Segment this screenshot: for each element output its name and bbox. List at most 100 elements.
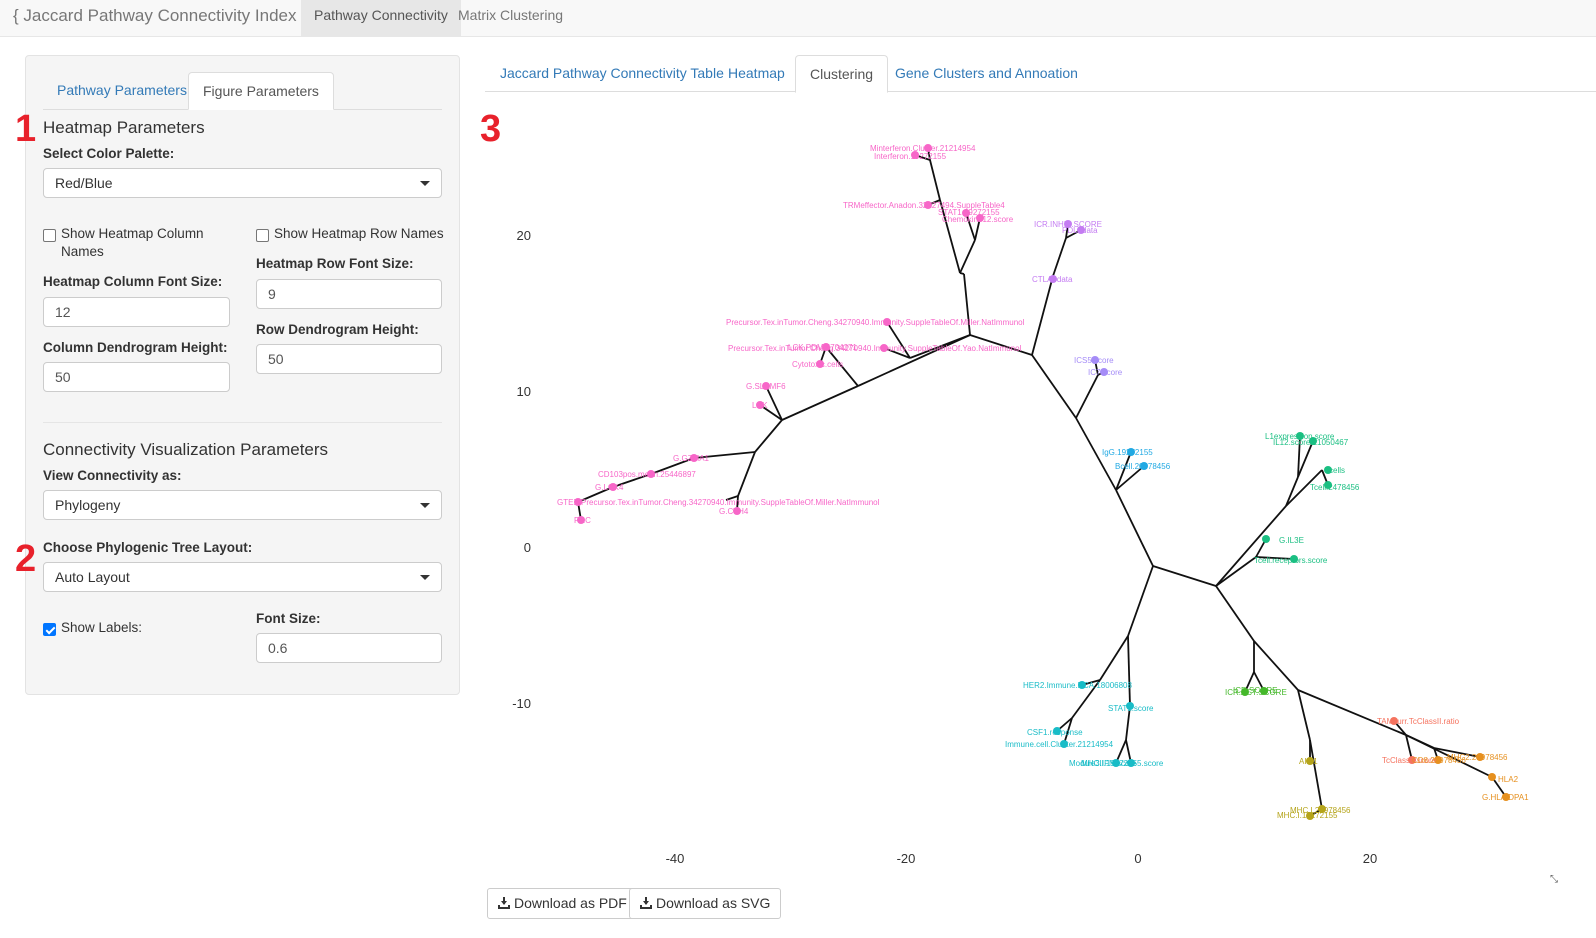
tree-tip-dot: [1476, 753, 1484, 761]
row-font-size-input[interactable]: 9: [256, 279, 442, 309]
tree-tip-label: CTLA4data: [1032, 275, 1073, 284]
tree-tip-label: Minterferon.Cluster.21214954: [870, 144, 976, 153]
tree-tip-dot: [1078, 681, 1086, 689]
download-icon: [640, 897, 652, 909]
download-pdf-label: Download as PDF: [514, 895, 627, 911]
tree-tip-label: Chemokine12.score: [942, 215, 1014, 224]
y-tick-label: 20: [517, 228, 531, 243]
tree-tip-dot: [690, 454, 698, 462]
tree-tips: [574, 144, 1510, 820]
tree-tip-dot: [1091, 356, 1099, 364]
tree-edge: [1215, 505, 1287, 587]
tree-edge: [765, 385, 783, 421]
chevron-down-icon: [420, 503, 430, 508]
tree-edge: [1309, 739, 1323, 810]
tree-tip-dot: [1262, 535, 1270, 543]
tree-tip-dot: [880, 344, 888, 352]
tree-edge: [883, 347, 911, 359]
tree-edge: [1297, 689, 1407, 736]
tree-tip-label: Tcells: [1325, 466, 1345, 475]
tree-edge: [1405, 734, 1413, 761]
show-labels-checkbox[interactable]: [43, 623, 56, 636]
annotation-marker-1: 1: [15, 108, 37, 150]
tree-tip-dot: [924, 144, 932, 152]
tree-tip-label: STAT1.score: [1108, 704, 1154, 713]
chevron-down-icon: [420, 181, 430, 186]
tree-tip-label: L1expression.score: [1265, 432, 1335, 441]
tree-edge: [1075, 374, 1099, 419]
tree-tip-label: LCK: [752, 401, 768, 410]
column-font-size-input[interactable]: 12: [43, 297, 230, 327]
row-font-size-label: Heatmap Row Font Size:: [256, 256, 414, 271]
tree-tip-dot: [924, 201, 932, 209]
tree-tip-label: IgG.19272155: [1102, 448, 1153, 457]
tab-figure-parameters[interactable]: Figure Parameters: [188, 72, 334, 110]
tree-edge: [781, 385, 859, 421]
x-tick-label: -40: [666, 851, 685, 866]
tree-tip-label: MHC.I.21978456: [1290, 806, 1351, 815]
color-palette-label: Select Color Palette:: [43, 146, 175, 161]
tree-tip-label: G.GZMA1: [673, 454, 710, 463]
tree-edge: [1215, 585, 1255, 642]
x-tick-label: -20: [897, 851, 916, 866]
color-palette-value: Red/Blue: [55, 175, 113, 191]
show-row-names-label: Show Heatmap Row Names: [274, 226, 444, 241]
view-connectivity-label: View Connectivity as:: [43, 468, 182, 483]
tree-tip-dot: [1306, 757, 1314, 765]
tree-tip-label: ICS5.score: [1074, 356, 1114, 365]
chevron-down-icon: [420, 575, 430, 580]
tree-edge: [1297, 435, 1301, 478]
show-column-names-checkbox[interactable]: [43, 229, 56, 242]
view-connectivity-select[interactable]: Phylogeny: [43, 490, 442, 520]
tree-tip-label: TAMsurr.TcClassII.ratio: [1377, 717, 1460, 726]
download-svg-button[interactable]: Download as SVG: [629, 888, 782, 919]
tree-edge: [650, 457, 695, 475]
tree-edge: [1491, 776, 1507, 798]
tree-tip-dot: [1100, 368, 1108, 376]
font-size-input[interactable]: 0.6: [256, 633, 442, 663]
tree-tip-labels: Minterferon.Cluster.21214954Interferon.1…: [557, 144, 1529, 820]
tree-tip-dot: [574, 498, 582, 506]
tab-pathway-parameters[interactable]: Pathway Parameters: [57, 82, 187, 98]
tree-edge: [857, 334, 971, 387]
tab-connectivity-table[interactable]: Jaccard Pathway Connectivity Table: [500, 65, 724, 81]
tree-tip-dot: [609, 483, 617, 491]
nav-tab-matrix-clustering[interactable]: Matrix Clustering: [458, 7, 564, 23]
tree-edge: [963, 273, 971, 336]
app-brand[interactable]: { Jaccard Pathway Connectivity Index }: [13, 6, 307, 25]
tree-tip-dot: [1126, 702, 1134, 710]
tree-layout-select[interactable]: Auto Layout: [43, 562, 442, 592]
tree-tip-dot: [1127, 759, 1135, 767]
tree-edge: [1297, 689, 1311, 741]
tree-tip-dot: [1434, 756, 1442, 764]
y-tick-label: 0: [524, 540, 531, 555]
tree-tip-label: TRMeffector.Anadon.32127494.SuppleTable4: [843, 201, 1005, 210]
section-divider: [43, 422, 442, 423]
tree-tip-label: Immune.cell.Cluster.21214954: [1005, 740, 1114, 749]
tab-clustering[interactable]: Clustering: [795, 55, 889, 93]
y-tick-label: 10: [517, 384, 531, 399]
tree-edge: [725, 495, 739, 501]
show-row-names-checkbox[interactable]: [256, 229, 269, 242]
tree-layout-label: Choose Phylogenic Tree Layout:: [43, 540, 253, 555]
column-dendrogram-height-input[interactable]: 50: [43, 362, 230, 392]
tree-tip-label: Precursor.Tex.inTumor.Cheng.34270940.Imm…: [728, 344, 1022, 353]
nav-tab-pathway-connectivity[interactable]: Pathway Connectivity: [301, 0, 461, 37]
tree-edge: [577, 486, 614, 503]
tree-tip-dot: [1502, 793, 1510, 801]
tree-tip-dot: [1324, 466, 1332, 474]
resize-handle-icon[interactable]: ⤡: [1550, 874, 1558, 885]
tree-edge: [1099, 635, 1129, 681]
tree-tip-label: ICR.INHIB.SCORE: [1034, 220, 1102, 229]
color-palette-select[interactable]: Red/Blue: [43, 168, 442, 198]
tree-tip-dot: [911, 151, 919, 159]
download-pdf-button[interactable]: Download as PDF: [487, 888, 638, 919]
connectivity-parameters-title: Connectivity Visualization Parameters: [43, 440, 329, 459]
tree-tip-dot: [1049, 275, 1057, 283]
row-dendrogram-height-input[interactable]: 50: [256, 344, 442, 374]
tab-gene-clusters[interactable]: Gene Clusters and Annoation: [895, 65, 1078, 81]
tab-heatmap[interactable]: Heatmap: [728, 65, 785, 81]
tree-edges: [577, 147, 1507, 817]
tree-tip-label: CSF1.response: [1027, 728, 1083, 737]
tree-tip-dot: [962, 209, 970, 217]
